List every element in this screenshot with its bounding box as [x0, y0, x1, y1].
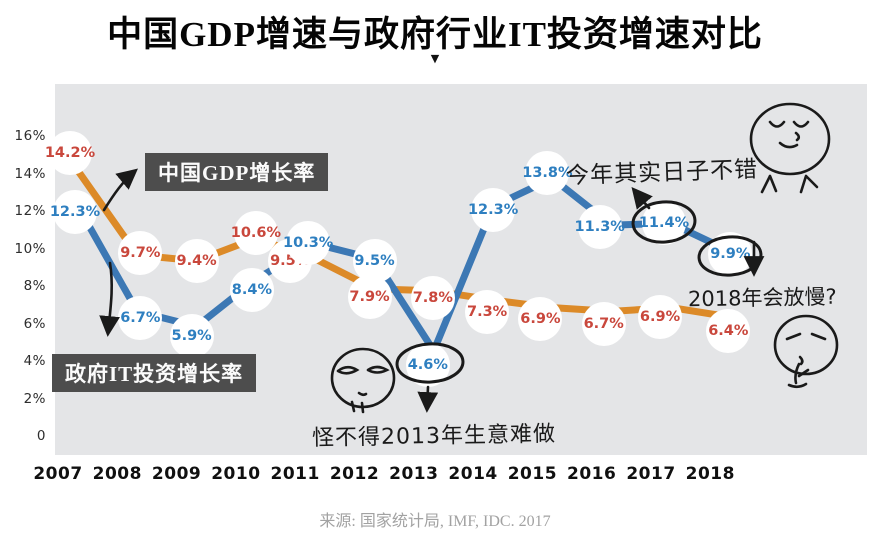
- annotation-2018-slowdown: 2018年会放慢?: [687, 284, 837, 312]
- data-point-label-gdp-2015: 6.9%: [518, 296, 563, 341]
- gdp-series-callout: 中国GDP增长率: [145, 153, 329, 191]
- x-tick-2015: 2015: [507, 464, 558, 484]
- x-tick-2009: 2009: [151, 464, 202, 484]
- x-tick-2014: 2014: [448, 464, 498, 484]
- title-caret-icon: ▼: [430, 52, 440, 65]
- y-tick-0: 0: [36, 428, 46, 444]
- data-point-label-gdp-2017: 6.9%: [638, 294, 682, 339]
- data-point-label-gdp-2009: 9.4%: [174, 238, 219, 283]
- x-tick-2018: 2018: [685, 464, 735, 484]
- data-point-label-it-2017: 11.4%: [639, 201, 689, 246]
- x-tick-2007: 2007: [33, 464, 83, 484]
- y-tick-6%: 6%: [23, 315, 46, 332]
- annotation-2013-hard-business: 怪不得2013年生意难做: [311, 421, 557, 452]
- data-point-label-it-2013: 4.6%: [405, 342, 450, 387]
- data-point-label-gdp-2014: 7.3%: [465, 290, 510, 335]
- y-tick-16%: 16%: [14, 128, 46, 144]
- data-point-label-it-2011: 10.3%: [283, 220, 333, 265]
- y-tick-8%: 8%: [23, 278, 46, 294]
- x-tick-2016: 2016: [567, 464, 617, 484]
- x-tick-2017: 2017: [626, 464, 676, 484]
- data-point-label-gdp-2018: 6.4%: [706, 309, 751, 353]
- it-series-callout: 政府IT投资增长率: [52, 354, 257, 392]
- x-tick-2011: 2011: [270, 464, 320, 484]
- annotation-good-year: 今年其实日子不错: [565, 156, 759, 190]
- data-point-label-gdp-2016: 6.7%: [581, 302, 626, 347]
- source-note: 来源: 国家统计局, IMF, IDC. 2017: [319, 513, 551, 530]
- y-tick-12%: 12%: [14, 203, 46, 219]
- y-tick-10%: 10%: [14, 240, 46, 257]
- y-tick-2%: 2%: [23, 390, 46, 407]
- data-point-label-gdp-2007: 14.2%: [45, 130, 95, 175]
- x-tick-2010: 2010: [211, 464, 261, 484]
- x-tick-2008: 2008: [92, 464, 142, 484]
- page-title: 中国GDP增速与政府行业IT投资增速对比: [107, 15, 763, 54]
- data-point-label-it-2016: 11.3%: [575, 205, 625, 250]
- data-point-label-gdp-2013: 7.8%: [410, 275, 455, 320]
- x-tick-2013: 2013: [389, 464, 439, 484]
- data-point-label-it-2009: 5.9%: [169, 314, 214, 359]
- y-tick-14%: 14%: [14, 165, 46, 182]
- x-tick-2012: 2012: [329, 464, 380, 484]
- data-point-label-it-2010: 8.4%: [229, 267, 274, 312]
- y-tick-4%: 4%: [23, 353, 46, 369]
- data-point-label-it-2012: 9.5%: [352, 238, 397, 283]
